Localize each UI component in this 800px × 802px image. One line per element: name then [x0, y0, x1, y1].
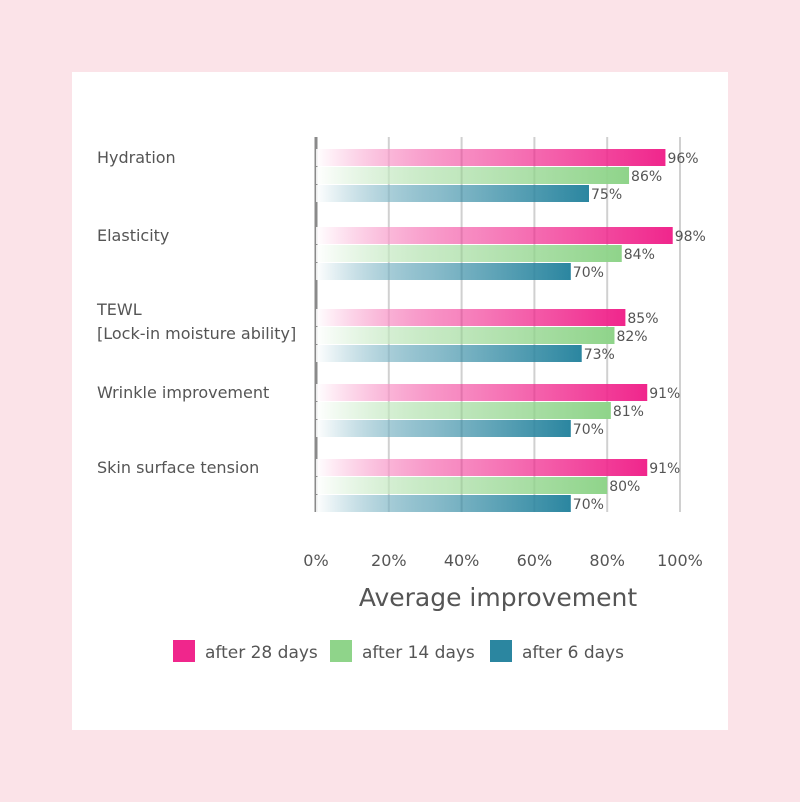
- value-label: 84%: [624, 247, 655, 263]
- legend-swatch: [173, 640, 195, 662]
- category-label: Wrinkle improvement: [97, 383, 269, 402]
- bar: [316, 477, 608, 494]
- x-tick-label: 40%: [444, 551, 480, 570]
- legend: after 28 days after 14 days after 6 days: [173, 640, 624, 663]
- value-label: 82%: [616, 329, 647, 345]
- value-label: 98%: [675, 229, 706, 245]
- x-tick-label: 20%: [371, 551, 407, 570]
- value-label: 75%: [591, 187, 622, 203]
- bar-chart: 0% 20% 40% 60% 80% 100% Average improvement Hyd…: [96, 137, 706, 663]
- legend-label: after 6 days: [522, 643, 624, 663]
- value-label: 96%: [667, 151, 698, 167]
- chart-card: 0% 20% 40% 60% 80% 100% Average improvement Hyd…: [72, 72, 728, 730]
- category-label: Skin surface tension: [97, 458, 259, 477]
- bar: [316, 459, 648, 476]
- bar: [316, 227, 673, 244]
- category-label: [Lock-in moisture ability]: [97, 324, 296, 343]
- category-label: Elasticity: [97, 226, 169, 245]
- category-label: TEWL: [96, 300, 142, 319]
- bar: [316, 309, 626, 326]
- x-tick-label: 80%: [589, 551, 625, 570]
- x-tick-label: 0%: [303, 551, 328, 570]
- category-label: Hydration: [97, 148, 176, 167]
- value-label: 86%: [631, 169, 662, 185]
- value-label: 91%: [649, 461, 680, 477]
- x-tick-label: 60%: [517, 551, 553, 570]
- value-label: 70%: [573, 422, 604, 438]
- labels: 0% 20% 40% 60% 80% 100% Average improvement Hyd…: [96, 148, 706, 612]
- bar: [316, 149, 666, 166]
- legend-label: after 14 days: [362, 643, 475, 663]
- bar: [316, 327, 615, 344]
- bar: [316, 384, 648, 401]
- x-tick-label: 100%: [657, 551, 703, 570]
- legend-swatch: [330, 640, 352, 662]
- bar: [316, 167, 630, 184]
- value-label: 81%: [613, 404, 644, 420]
- value-label: 70%: [573, 497, 604, 513]
- bar: [316, 495, 571, 512]
- bar: [316, 245, 622, 262]
- value-label: 70%: [573, 265, 604, 281]
- legend-label: after 28 days: [205, 643, 318, 663]
- legend-swatch: [490, 640, 512, 662]
- value-label: 73%: [584, 347, 615, 363]
- bars: [316, 149, 673, 512]
- x-axis-title: Average improvement: [359, 583, 638, 612]
- bar: [316, 345, 582, 362]
- bar: [316, 263, 571, 280]
- bar: [316, 402, 611, 419]
- bar: [316, 420, 571, 437]
- value-label: 91%: [649, 386, 680, 402]
- bar: [316, 185, 589, 202]
- value-label: 85%: [627, 311, 658, 327]
- value-label: 80%: [609, 479, 640, 495]
